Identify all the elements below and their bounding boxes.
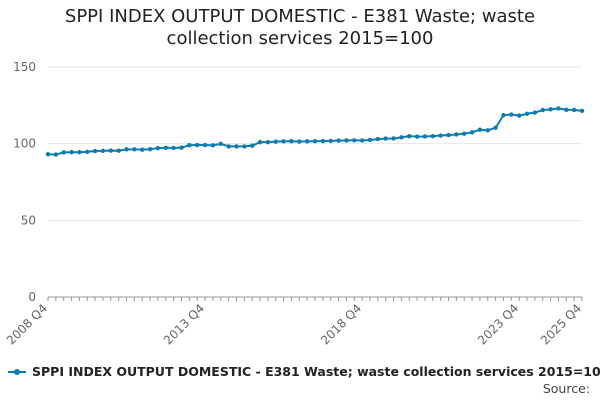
data-point <box>242 144 247 149</box>
legend-line-marker-icon <box>8 367 26 377</box>
data-point <box>108 148 114 153</box>
data-point <box>485 128 490 133</box>
data-point <box>195 142 200 148</box>
data-point <box>92 148 98 154</box>
data-point <box>414 134 420 139</box>
data-point <box>124 147 129 152</box>
data-point <box>116 148 121 153</box>
data-point <box>132 147 137 152</box>
data-point <box>273 139 278 144</box>
data-point <box>344 138 349 143</box>
data-point <box>438 133 443 138</box>
data-point <box>422 134 428 139</box>
data-point <box>140 147 145 152</box>
chart-title-line-1: SPPI INDEX OUTPUT DOMESTIC - E381 Waste;… <box>64 6 536 27</box>
data-point <box>352 138 357 143</box>
data-point <box>179 145 184 150</box>
data-point <box>564 107 569 112</box>
x-tick-label-2018-q4: 2018 Q4 <box>318 301 364 347</box>
chart-title: SPPI INDEX OUTPUT DOMESTIC - E381 Waste;… <box>0 6 600 50</box>
data-point <box>336 138 341 143</box>
data-point <box>53 152 59 157</box>
x-tick-label-2008-q4: 2008 Q4 <box>4 301 50 347</box>
data-point <box>147 146 153 152</box>
data-point <box>391 136 396 141</box>
data-point <box>312 139 318 144</box>
data-point <box>399 135 404 140</box>
data-point <box>281 139 286 144</box>
data-point <box>477 127 483 132</box>
data-point <box>383 136 388 141</box>
y-tick-label-100: 100 <box>13 137 36 151</box>
data-point <box>407 133 412 139</box>
data-point <box>359 138 365 143</box>
data-point <box>367 137 373 143</box>
data-point <box>187 143 192 148</box>
data-point <box>100 148 106 154</box>
data-point <box>532 110 538 115</box>
data-point <box>579 108 585 114</box>
y-tick-label-50: 50 <box>21 213 36 227</box>
data-point <box>171 145 176 151</box>
x-tick-label-2025-q4: 2025 Q4 <box>538 301 584 347</box>
data-point <box>462 131 467 136</box>
data-point <box>249 143 255 148</box>
data-point <box>501 112 506 118</box>
legend-label: SPPI INDEX OUTPUT DOMESTIC - E381 Waste;… <box>32 364 600 379</box>
data-point <box>226 144 231 149</box>
data-point <box>516 113 522 118</box>
data-point <box>163 145 168 151</box>
data-point <box>548 107 553 112</box>
data-point <box>61 150 66 155</box>
data-point <box>257 139 263 145</box>
source-label: Source: <box>542 381 590 396</box>
data-point <box>77 150 82 155</box>
data-point <box>571 107 577 113</box>
data-point <box>85 149 90 154</box>
x-tick-label-2013-q4: 2013 Q4 <box>161 301 207 347</box>
data-point <box>509 112 514 117</box>
data-point <box>69 150 74 155</box>
data-point <box>202 142 208 148</box>
legend[interactable]: SPPI INDEX OUTPUT DOMESTIC - E381 Waste;… <box>8 364 600 379</box>
chart-title-line-2: collection services 2015=100 <box>166 28 434 49</box>
data-point <box>297 139 302 144</box>
data-point <box>234 144 239 149</box>
data-point <box>446 132 451 138</box>
data-point <box>493 125 498 130</box>
x-tick-label-2023-q4: 2023 Q4 <box>475 301 521 347</box>
data-point <box>524 111 530 116</box>
data-point <box>320 138 326 144</box>
data-point <box>375 136 381 142</box>
data-point <box>304 139 310 144</box>
data-point <box>218 141 223 147</box>
data-point <box>328 138 333 144</box>
data-point <box>45 152 51 157</box>
data-point <box>556 106 561 111</box>
data-point <box>454 132 459 137</box>
y-tick-label-150: 150 <box>13 60 36 74</box>
data-point <box>430 133 435 139</box>
data-point <box>540 107 545 113</box>
y-tick-label-0: 0 <box>28 290 36 304</box>
data-point <box>265 139 271 145</box>
data-point <box>289 139 294 144</box>
data-point <box>210 143 216 148</box>
data-point <box>469 130 475 135</box>
data-point <box>155 145 161 151</box>
